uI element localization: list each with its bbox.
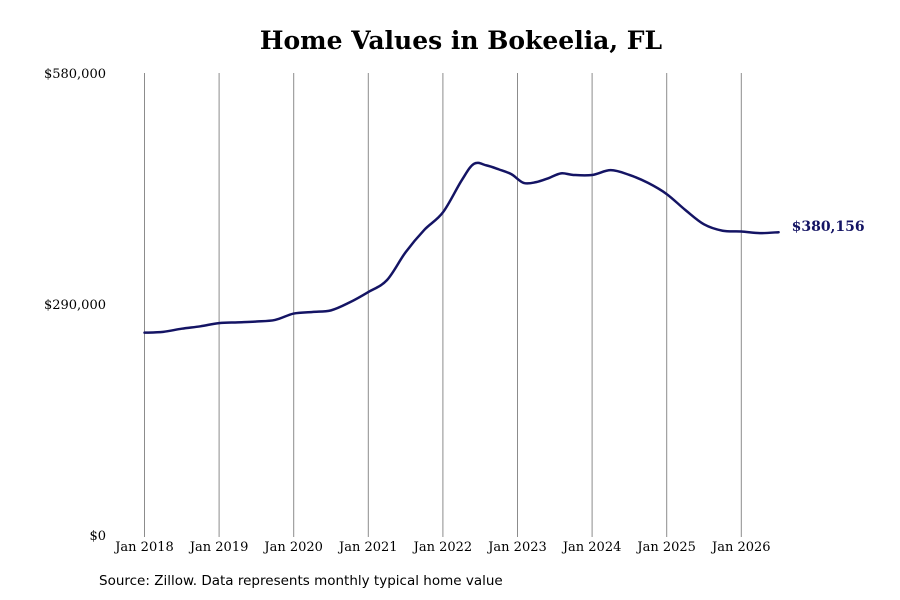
end-value-label: $380,156 — [792, 219, 865, 235]
grid-lines — [144, 73, 742, 537]
x-tick-label: Jan 2018 — [113, 540, 174, 555]
x-tick-label: Jan 2026 — [710, 540, 771, 555]
y-tick-label: $0 — [89, 529, 106, 544]
x-tick-label: Jan 2022 — [412, 540, 473, 555]
x-tick-label: Jan 2021 — [337, 540, 398, 555]
home-value-line — [143, 161, 780, 334]
source-note: Source: Zillow. Data represents monthly … — [99, 573, 503, 589]
y-tick-label: $290,000 — [44, 298, 106, 313]
chart-title: Home Values in Bokeelia, FL — [259, 26, 663, 55]
series-layer — [143, 161, 780, 334]
label-layer: $380,156 — [792, 219, 865, 235]
y-tick-label: $580,000 — [44, 67, 106, 82]
y-axis-ticks: $0 $290,000 $580,000 — [44, 67, 106, 544]
x-tick-label: Jan 2025 — [635, 540, 696, 555]
x-axis-ticks: Jan 2018 Jan 2019 Jan 2020 Jan 2021 Jan 2022… — [113, 540, 770, 555]
x-tick-label: Jan 2020 — [262, 540, 323, 555]
x-tick-label: Jan 2024 — [561, 540, 622, 555]
x-tick-label: Jan 2023 — [486, 540, 547, 555]
x-tick-label: Jan 2019 — [188, 540, 249, 555]
